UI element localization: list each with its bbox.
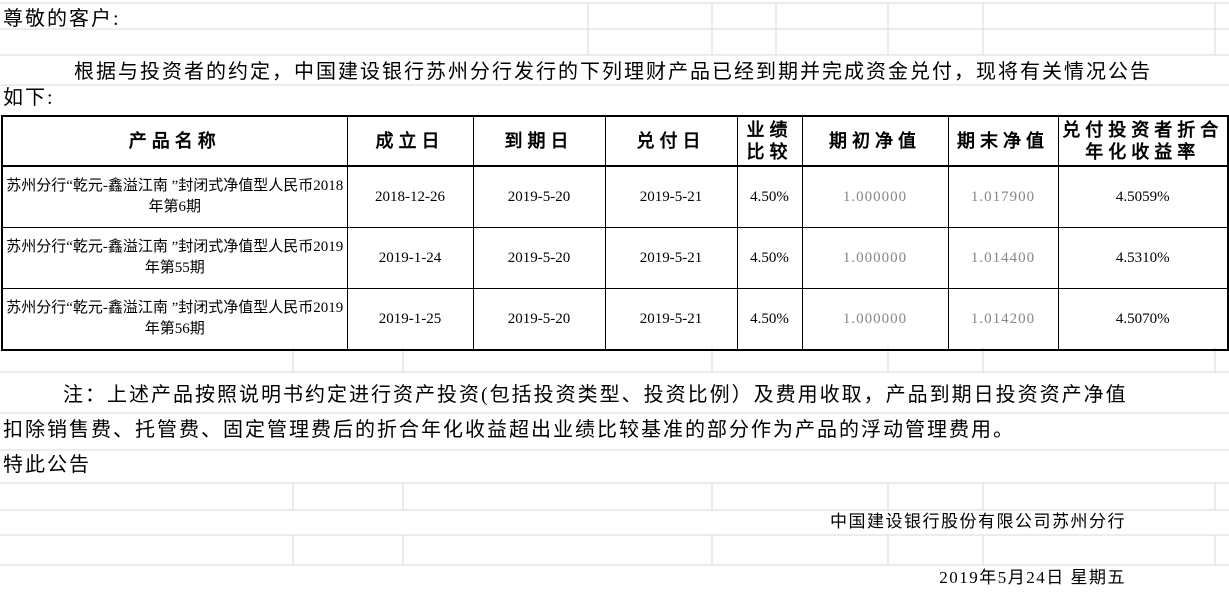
note-line-1: 注：上述产品按照说明书约定进行资产投资(包括投资类型、投资比例）及费用收取，产品…	[63, 384, 1128, 406]
cell-nav-end: 1.017900	[947, 165, 1059, 228]
cell-benchmark: 4.50%	[736, 165, 803, 228]
cell-pay-date: 2019-5-21	[604, 165, 738, 228]
cell-pay-date: 2019-5-21	[604, 227, 738, 289]
intro-line-2: 如下:	[3, 87, 55, 109]
cell-annual-yield: 4.5059%	[1057, 165, 1229, 228]
cell-due-date: 2019-5-20	[472, 288, 606, 351]
announcement-date: 2019年5月24日 星期五	[939, 568, 1126, 587]
issuer-signature: 中国建设银行股份有限公司苏州分行	[830, 512, 1126, 531]
cell-due-date: 2019-5-20	[472, 165, 606, 228]
table-row: 苏州分行“乾元-鑫溢江南 ”封闭式净值型人民币2018年第6期 2018-12-…	[1, 165, 1229, 228]
cell-product-name: 苏州分行“乾元-鑫溢江南 ”封闭式净值型人民币2019年第55期	[1, 227, 348, 289]
greeting: 尊敬的客户:	[3, 8, 121, 30]
col-header-nav-begin: 期初净值	[801, 115, 949, 167]
products-table: 产品名称 成立日 到期日 兑付日 业绩 比较 期初净值 期末净值 兑付投资者折合年…	[1, 115, 1229, 351]
col-header-due-date: 到期日	[472, 115, 606, 167]
cell-nav-end: 1.014400	[947, 227, 1059, 289]
col-header-start-date: 成立日	[346, 115, 474, 167]
col-header-pay-date: 兑付日	[604, 115, 738, 167]
cell-start-date: 2019-1-25	[346, 288, 474, 351]
table-row: 苏州分行“乾元-鑫溢江南 ”封闭式净值型人民币2019年第55期 2019-1-…	[1, 227, 1229, 289]
cell-nav-end: 1.014200	[947, 288, 1059, 351]
col-header-product-name: 产品名称	[1, 115, 348, 167]
closing-statement: 特此公告	[3, 454, 91, 476]
cell-pay-date: 2019-5-21	[604, 288, 738, 351]
col-header-benchmark: 业绩 比较	[736, 115, 803, 167]
cell-product-name: 苏州分行“乾元-鑫溢江南 ”封闭式净值型人民币2019年第56期	[1, 288, 348, 351]
cell-nav-begin: 1.000000	[801, 288, 949, 351]
cell-benchmark: 4.50%	[736, 288, 803, 351]
cell-annual-yield: 4.5310%	[1057, 227, 1229, 289]
cell-nav-begin: 1.000000	[801, 227, 949, 289]
cell-annual-yield: 4.5070%	[1057, 288, 1229, 351]
cell-benchmark: 4.50%	[736, 227, 803, 289]
cell-product-name: 苏州分行“乾元-鑫溢江南 ”封闭式净值型人民币2018年第6期	[1, 165, 348, 228]
cell-start-date: 2018-12-26	[346, 165, 474, 228]
table-row: 苏州分行“乾元-鑫溢江南 ”封闭式净值型人民币2019年第56期 2019-1-…	[1, 288, 1229, 351]
cell-due-date: 2019-5-20	[472, 227, 606, 289]
col-header-annual-yield: 兑付投资者折合 年化收益率	[1057, 115, 1229, 167]
cell-nav-begin: 1.000000	[801, 165, 949, 228]
col-header-nav-end: 期末净值	[947, 115, 1059, 167]
intro-line-1: 根据与投资者的约定，中国建设银行苏州分行发行的下列理财产品已经到期并完成资金兑付…	[74, 61, 1152, 83]
note-line-2: 扣除销售费、托管费、固定管理费后的折合年化收益超出业绩比较基准的部分作为产品的浮…	[3, 419, 1015, 441]
cell-start-date: 2019-1-24	[346, 227, 474, 289]
table-header-row: 产品名称 成立日 到期日 兑付日 业绩 比较 期初净值 期末净值 兑付投资者折合年…	[1, 115, 1229, 167]
